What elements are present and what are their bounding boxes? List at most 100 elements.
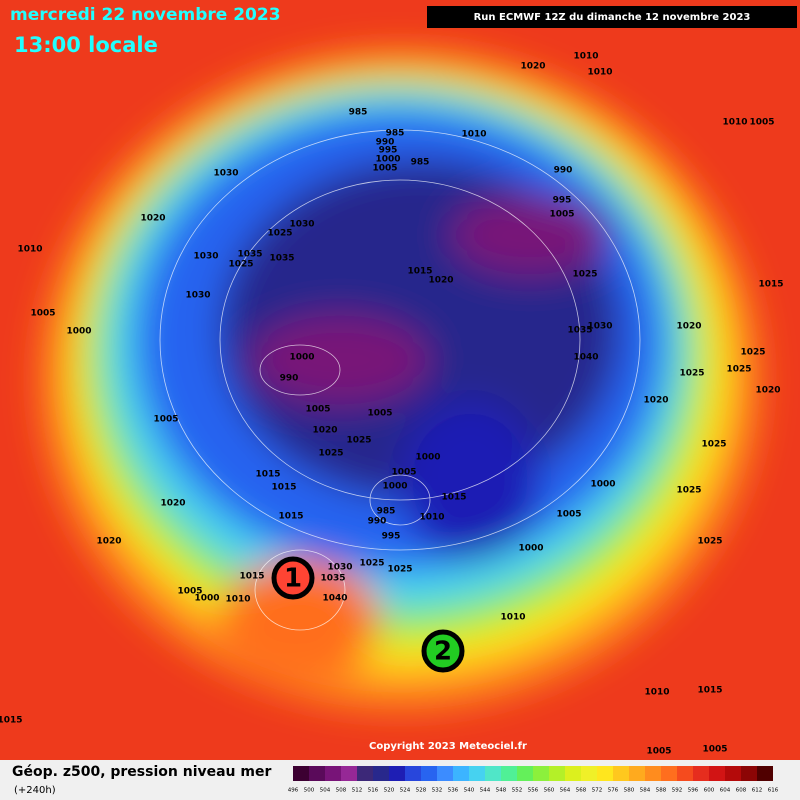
isobar-label: 1015 [697, 686, 722, 696]
legend-swatch [565, 766, 581, 781]
isobar-label: 1025 [359, 559, 384, 569]
isobar-label: 1010 [225, 595, 250, 605]
isobar-label: 1020 [643, 396, 668, 406]
legend-swatch [389, 766, 405, 781]
isobar-label: 1025 [726, 365, 751, 375]
isobar-label: 1025 [228, 260, 253, 270]
isobar-label: 1025 [572, 270, 597, 280]
isobar-label: 1020 [140, 214, 165, 224]
legend-tick: 588 [656, 788, 667, 794]
legend-tick: 504 [320, 788, 331, 794]
legend-swatch [741, 766, 757, 781]
isobar-label: 1025 [387, 565, 412, 575]
copyright: Copyright 2023 Meteociel.fr [369, 741, 527, 752]
isobar-label: 1030 [327, 563, 352, 573]
legend-swatch [373, 766, 389, 781]
legend-tick: 612 [752, 788, 763, 794]
date: mercredi 22 novembre 2023 [10, 5, 281, 25]
isobar-label: 1005 [556, 510, 581, 520]
isobar-label: 990 [280, 374, 299, 384]
marker-circle [421, 629, 465, 673]
legend-swatch [453, 766, 469, 781]
legend-swatch [405, 766, 421, 781]
legend-tick: 524 [400, 788, 411, 794]
legend-tick: 596 [688, 788, 699, 794]
isobar-label: 1020 [312, 426, 337, 436]
isobar-label: 1030 [185, 291, 210, 301]
isobar-label: 1020 [160, 499, 185, 509]
legend-tick: 556 [528, 788, 539, 794]
legend-swatch [757, 766, 773, 781]
isobar-label: 1010 [644, 688, 669, 698]
isobars [159, 129, 641, 631]
legend-swatch [437, 766, 453, 781]
isobar-label: 1015 [271, 483, 296, 493]
legend-tick: 536 [448, 788, 459, 794]
legend-tick: 520 [384, 788, 395, 794]
isobar-label: 1025 [701, 440, 726, 450]
isobar-label: 1005 [749, 118, 774, 128]
legend-tick: 500 [304, 788, 315, 794]
legend-tick: 532 [432, 788, 443, 794]
isobar-label: 1030 [213, 169, 238, 179]
legend-tick: 528 [416, 788, 427, 794]
isobar-label: 1030 [289, 220, 314, 230]
isobar-label: 1025 [679, 369, 704, 379]
legend-tick: 592 [672, 788, 683, 794]
isobar-label: 1010 [419, 513, 444, 523]
legend-tick: 508 [336, 788, 347, 794]
isobar-label: 1010 [722, 118, 747, 128]
isobar-label: 1000 [415, 453, 440, 463]
isobar-label: 1010 [573, 52, 598, 62]
legend-tick: 568 [576, 788, 587, 794]
run-label: Run ECMWF 12Z du dimanche 12 novembre 20… [474, 12, 751, 23]
isobar-label: 995 [382, 532, 401, 542]
isobar-label: 995 [553, 196, 572, 206]
isobar-label: 1035 [237, 250, 262, 260]
isobar-label: 1005 [646, 747, 671, 757]
isobar-label: 1005 [30, 309, 55, 319]
legend-swatch [293, 766, 309, 781]
legend-tick: 548 [496, 788, 507, 794]
isobar-label: 1030 [587, 322, 612, 332]
legend-tick: 552 [512, 788, 523, 794]
isobar-label: 1000 [194, 594, 219, 604]
isobar-label: 1005 [372, 164, 397, 174]
legend-swatch [597, 766, 613, 781]
isobar-label: 1025 [740, 348, 765, 358]
isobar-label: 1025 [346, 436, 371, 446]
legend-tick: 560 [544, 788, 555, 794]
isobar-label: 1005 [305, 405, 330, 415]
legend-tick: 496 [288, 788, 299, 794]
isobar-label: 1005 [391, 468, 416, 478]
isobar-label: 1035 [269, 254, 294, 264]
legend-tick: 580 [624, 788, 635, 794]
isobar-label: 1005 [702, 745, 727, 755]
marker-circle [271, 556, 315, 600]
isobar-label: 1000 [375, 155, 400, 165]
legend-swatch [629, 766, 645, 781]
legend-swatch [485, 766, 501, 781]
legend-swatch [645, 766, 661, 781]
isobar-label: 1010 [500, 613, 525, 623]
legend-tick: 516 [368, 788, 379, 794]
legend-swatch [309, 766, 325, 781]
isobar-label: 1000 [289, 353, 314, 363]
isobar-label: 990 [368, 517, 387, 527]
legend-swatch [517, 766, 533, 781]
height-field [40, 50, 760, 710]
legend-tick: 616 [768, 788, 779, 794]
isobar-label: 1030 [193, 252, 218, 262]
isobar-label: 1000 [382, 482, 407, 492]
legend-swatch [421, 766, 437, 781]
legend-tick: 576 [608, 788, 619, 794]
isobar-label: 990 [376, 138, 395, 148]
legend-swatch [581, 766, 597, 781]
footer-title: Géop. z500, pression niveau mer [12, 764, 271, 780]
isobar-label: 1035 [320, 574, 345, 584]
isobar-label: 1010 [461, 130, 486, 140]
isobar-label: 1035 [567, 326, 592, 336]
legend-swatch [613, 766, 629, 781]
legend-swatch [533, 766, 549, 781]
time: 13:00 locale [14, 33, 158, 57]
